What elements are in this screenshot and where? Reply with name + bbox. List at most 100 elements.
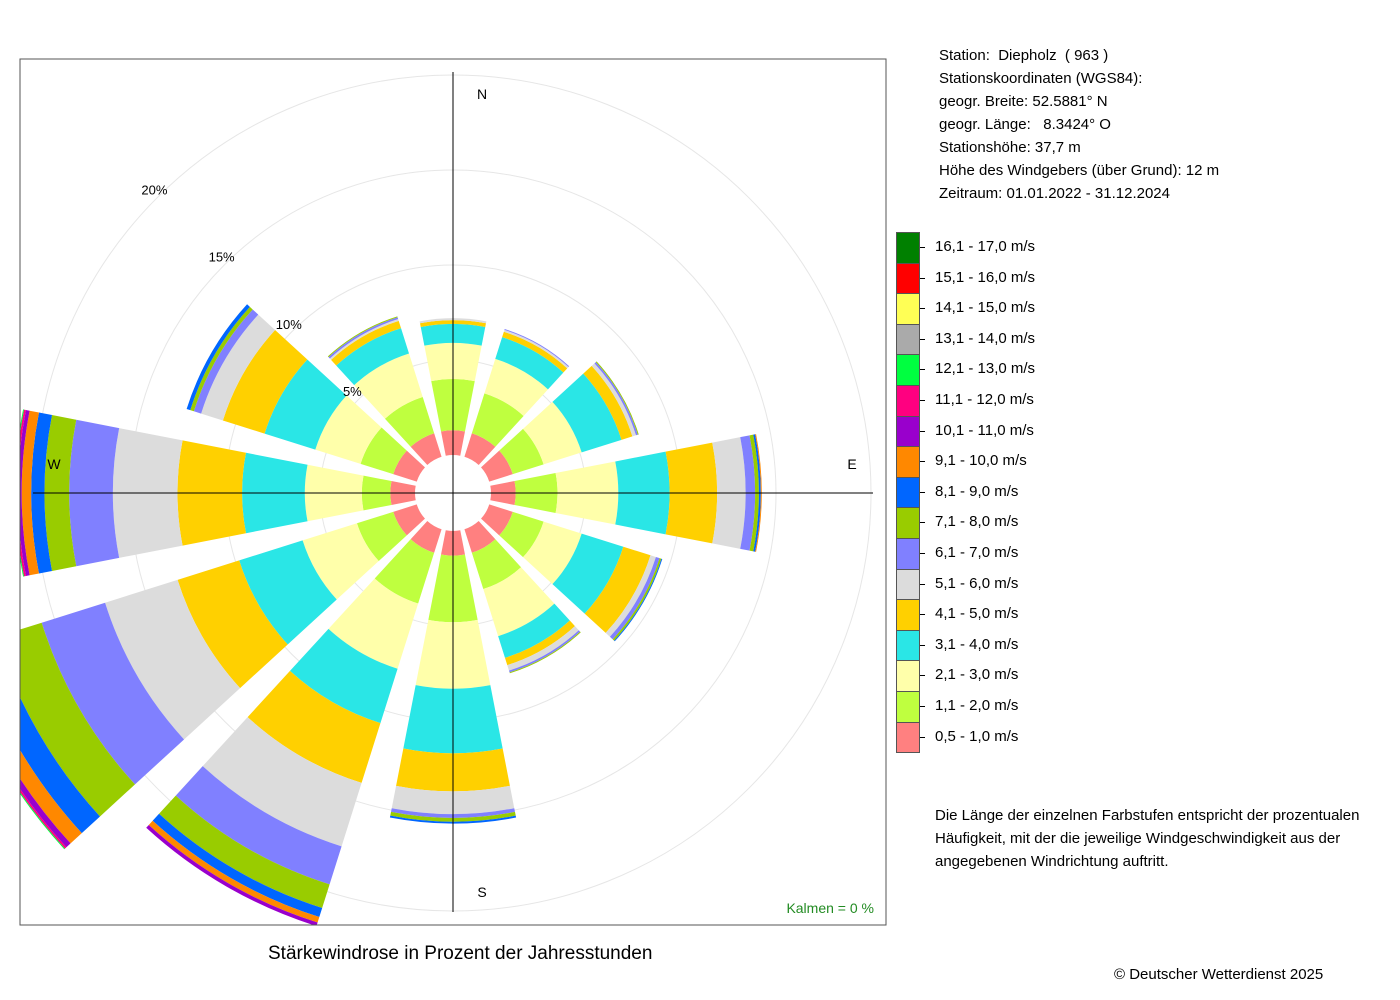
legend-item: 13,1 - 14,0 m/s <box>896 323 1096 355</box>
legend-label: 14,1 - 15,0 m/s <box>935 299 1036 317</box>
sector-30-class-2 <box>484 358 548 416</box>
legend-tick <box>920 430 925 432</box>
legend-item: 2,1 - 3,0 m/s <box>896 660 1096 691</box>
sector-210-class-0 <box>410 521 442 553</box>
legend-swatch <box>896 262 920 294</box>
sector-240-class-4 <box>177 560 288 689</box>
legend-tick <box>920 369 925 371</box>
ring-label-10: 10% <box>276 317 302 332</box>
legend-label: 13,1 - 14,0 m/s <box>935 329 1036 347</box>
legend-tick <box>920 308 925 310</box>
sector-180-class-8 <box>389 815 517 824</box>
legend-tick <box>920 400 925 401</box>
legend-tick <box>920 553 925 554</box>
legend-label: 10,1 - 11,0 m/s <box>935 421 1034 439</box>
period: Zeitraum: 01.01.2022 - 31.12.2024 <box>939 185 1170 202</box>
legend-tick <box>920 583 925 585</box>
sector-90-class-7 <box>749 434 759 552</box>
legend-tick <box>920 338 925 340</box>
sector-240-class-9 <box>20 749 82 844</box>
sector-60-class-1 <box>499 428 544 475</box>
chart-title: Stärkewindrose in Prozent der Jahresstun… <box>268 943 653 964</box>
legend-tick <box>920 706 925 707</box>
sector-210-class-1 <box>374 539 435 604</box>
sector-210-class-6 <box>175 766 342 885</box>
legend-label: 15,1 - 16,0 m/s <box>935 268 1036 286</box>
legend-label: 7,1 - 8,0 m/s <box>935 513 1019 531</box>
sector-240-class-5 <box>105 579 241 740</box>
sector-240-class-1 <box>356 511 407 562</box>
legend-tick <box>920 644 925 646</box>
legend-swatch <box>896 385 920 416</box>
sector-330-class-2 <box>354 353 423 419</box>
legend-item: 7,1 - 8,0 m/s <box>896 507 1096 538</box>
sector-150-class-4 <box>504 620 575 666</box>
sector-240-class-10 <box>20 778 71 848</box>
sector-300-class-7 <box>190 306 253 412</box>
legend-tick <box>920 491 925 493</box>
sector-60-class-3 <box>552 373 622 453</box>
station-name: Station: Diepholz ( 963 ) <box>939 47 1109 64</box>
longitude: geogr. Länge: 8.3424° O <box>939 116 1111 133</box>
legend-swatch <box>896 629 920 661</box>
sector-210-class-8 <box>152 813 323 918</box>
sector-240-class-6 <box>41 602 185 785</box>
legend-tick <box>920 736 925 738</box>
sector-180-class-7 <box>390 811 516 822</box>
legend-item: 15,1 - 16,0 m/s <box>896 262 1096 294</box>
legend-swatch <box>896 415 920 447</box>
legend-label: 2,1 - 3,0 m/s <box>935 666 1019 684</box>
legend-swatch <box>896 568 920 600</box>
legend-item: 14,1 - 15,0 m/s <box>896 293 1096 324</box>
sector-120-class-2 <box>523 521 582 585</box>
direction-label-S: S <box>477 884 486 900</box>
sector-120-class-5 <box>605 555 656 637</box>
legend-bottom-border <box>896 752 920 754</box>
legend-label: 3,1 - 4,0 m/s <box>935 635 1019 653</box>
sector-300-class-3 <box>264 359 347 450</box>
sector-330-class-5 <box>329 319 399 360</box>
legend-item: 10,1 - 11,0 m/s <box>896 415 1096 447</box>
sector-210-class-4 <box>247 670 381 783</box>
sector-60-class-4 <box>583 365 633 440</box>
legend-item: 1,1 - 2,0 m/s <box>896 691 1096 722</box>
legend-item: 9,1 - 10,0 m/s <box>896 446 1096 477</box>
legend-swatch <box>896 232 920 263</box>
sector-120-class-4 <box>584 546 651 633</box>
legend-label: 0,5 - 1,0 m/s <box>935 727 1019 745</box>
legend-item: 11,1 - 12,0 m/s <box>896 385 1096 416</box>
sector-30-class-4 <box>502 331 568 373</box>
sector-30-class-1 <box>471 393 524 447</box>
legend-swatch <box>896 323 920 355</box>
legend-swatch <box>896 354 920 385</box>
sector-150-class-1 <box>471 539 522 590</box>
sensor-height: Höhe des Windgebers (über Grund): 12 m <box>939 162 1220 179</box>
legend-swatch <box>896 446 920 477</box>
legend-item: 12,1 - 13,0 m/s <box>896 354 1096 385</box>
direction-label-E: E <box>847 456 856 472</box>
legend-tick <box>920 522 925 524</box>
sector-330-class-3 <box>336 328 410 386</box>
legend-item: 6,1 - 7,0 m/s <box>896 538 1096 569</box>
legend-tick <box>920 247 925 248</box>
ring-label-15: 15% <box>209 250 235 265</box>
sector-300-class-4 <box>222 329 308 434</box>
legend-label: 9,1 - 10,0 m/s <box>935 452 1027 470</box>
sector-300-class-0 <box>393 450 425 482</box>
sector-240-class-0 <box>393 504 425 536</box>
plot-frame <box>19 58 887 926</box>
sector-90-class-9 <box>755 434 762 552</box>
sector-240-class-2 <box>302 523 379 600</box>
legend-label: 8,1 - 9,0 m/s <box>935 482 1019 500</box>
sector-0-class-5 <box>419 318 487 324</box>
legend-tick <box>920 614 925 616</box>
sector-330-class-6 <box>328 317 399 359</box>
sector-150-class-5 <box>507 626 579 671</box>
legend-swatch <box>896 691 920 722</box>
sector-120-class-1 <box>499 511 544 558</box>
sector-150-class-0 <box>464 521 496 553</box>
sector-240-class-7 <box>20 622 136 817</box>
sector-270-class-10 <box>20 409 30 577</box>
sector-90-class-8 <box>753 434 761 552</box>
sector-120-class-0 <box>481 504 513 536</box>
